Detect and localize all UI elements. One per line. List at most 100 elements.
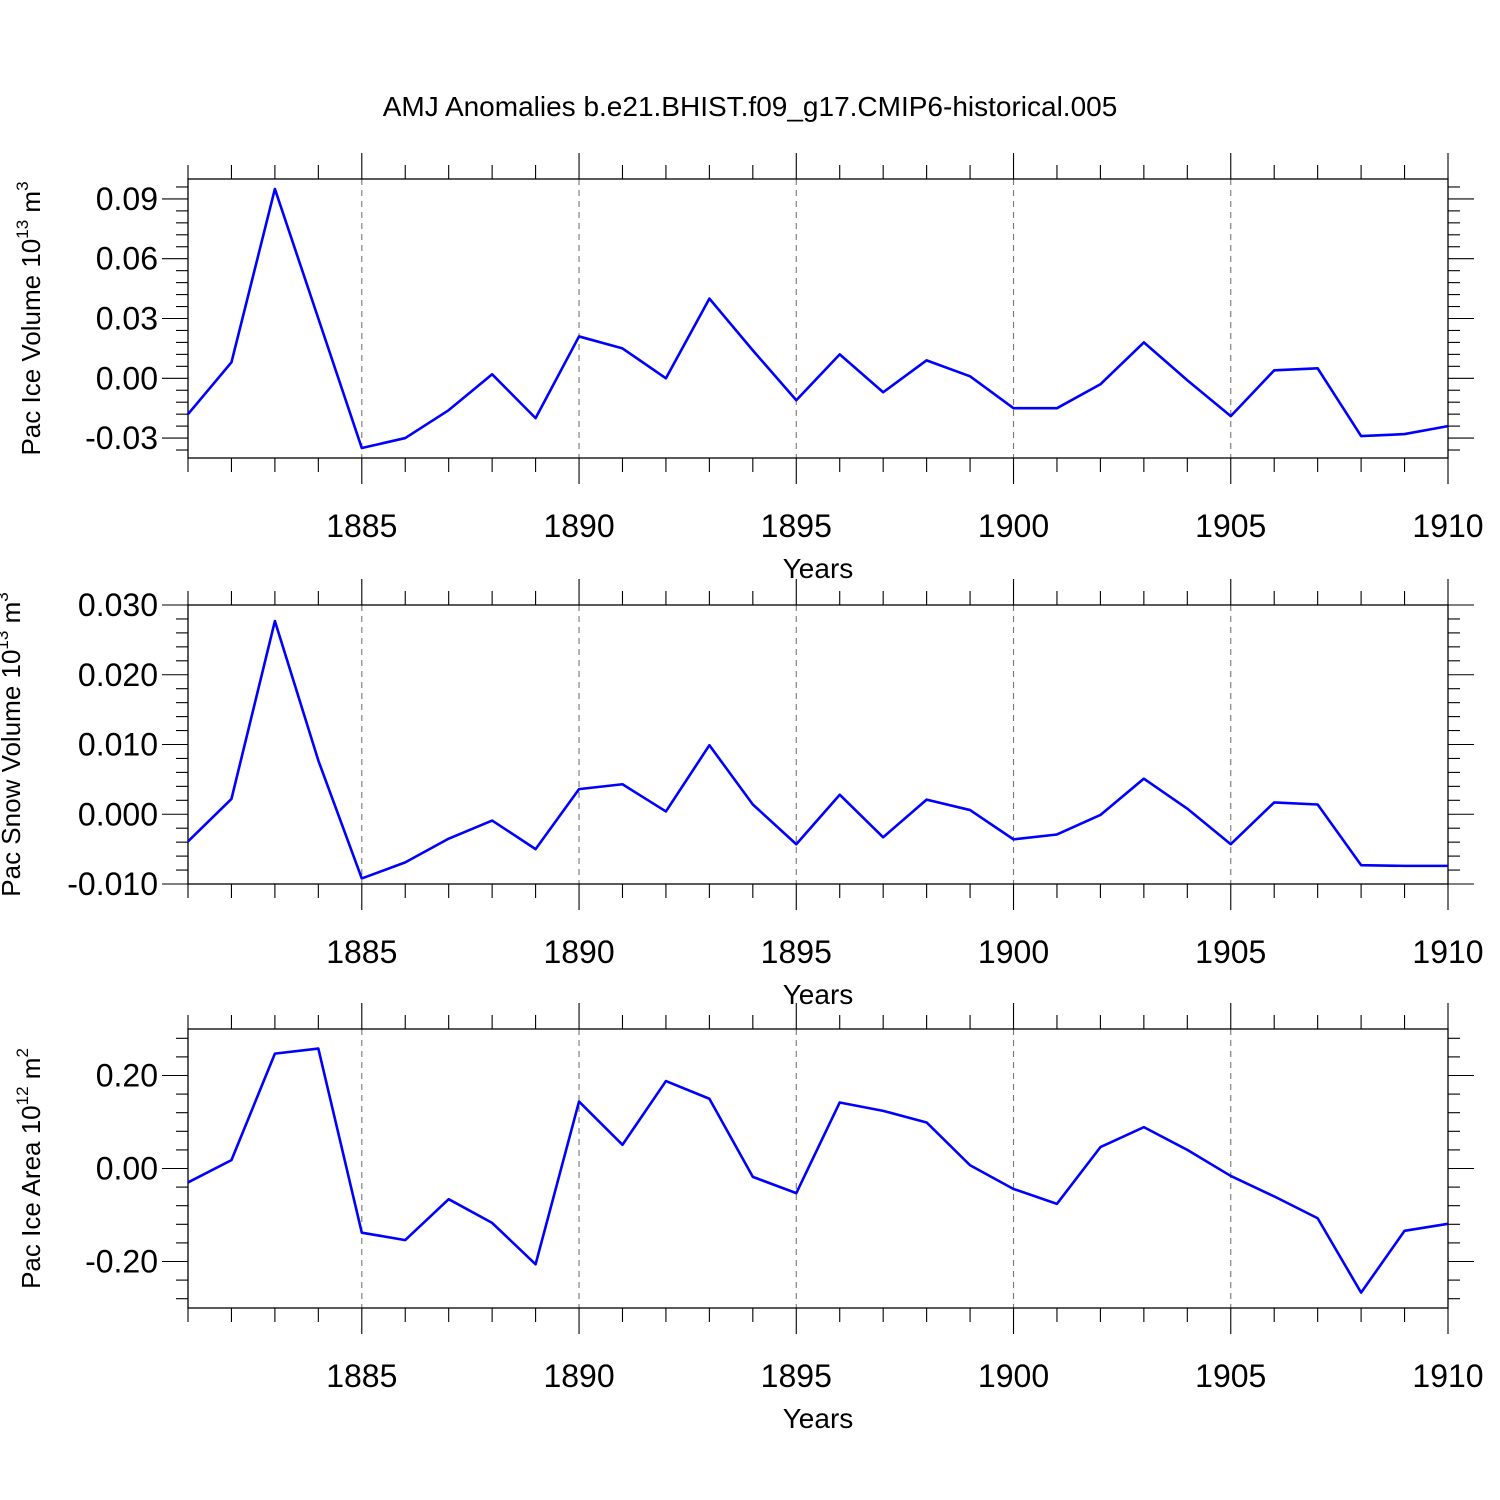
data-point: [403, 860, 407, 864]
data-point: [925, 1120, 929, 1124]
data-point: [1098, 1145, 1102, 1149]
data-point: [447, 1197, 451, 1201]
data-point: [1403, 432, 1407, 436]
data-point: [229, 797, 233, 801]
data-point: [186, 1180, 190, 1184]
y-tick-label: 0.020: [78, 657, 158, 693]
x-tick-label: 1905: [1195, 508, 1266, 544]
x-tick-label: 1900: [978, 934, 1049, 970]
data-point: [707, 297, 711, 301]
data-point: [534, 847, 538, 851]
data-point: [360, 876, 364, 880]
data-point: [186, 412, 190, 416]
x-tick-label: 1885: [326, 934, 397, 970]
y-axis-label: Pac Ice Area 1012 m2: [13, 1048, 46, 1289]
data-point: [794, 842, 798, 846]
data-point: [1012, 406, 1016, 410]
data-point: [794, 1191, 798, 1195]
x-tick-label: 1895: [761, 508, 832, 544]
data-point: [577, 334, 581, 338]
x-axis-label: Years: [783, 979, 854, 1010]
data-point: [447, 837, 451, 841]
y-axis-label: Pac Ice Volume 1013 m3: [13, 181, 46, 455]
data-point: [1185, 807, 1189, 811]
data-point: [968, 1163, 972, 1167]
x-tick-label: 1890: [543, 934, 614, 970]
data-point: [664, 1079, 668, 1083]
data-point: [273, 619, 277, 623]
data-point: [925, 358, 929, 362]
data-point: [1316, 802, 1320, 806]
data-point: [838, 793, 842, 797]
data-point: [1185, 1148, 1189, 1152]
data-point: [925, 798, 929, 802]
y-tick-label: 0.09: [96, 181, 158, 217]
data-point: [1229, 842, 1233, 846]
data-point: [1446, 424, 1450, 428]
data-point: [881, 835, 885, 839]
y-tick-label: 0.00: [96, 1151, 158, 1187]
data-point: [447, 408, 451, 412]
y-tick-label: 0.06: [96, 241, 158, 277]
series-line-ice-area: [187, 1047, 1449, 1294]
data-point: [707, 743, 711, 747]
y-tick-label: -0.20: [85, 1244, 158, 1280]
data-point: [360, 446, 364, 450]
x-tick-label: 1910: [1412, 934, 1483, 970]
data-point: [229, 360, 233, 364]
data-point: [1055, 1202, 1059, 1206]
x-tick-label: 1900: [978, 1358, 1049, 1394]
data-point: [403, 436, 407, 440]
x-tick-label: 1900: [978, 508, 1049, 544]
data-point: [794, 398, 798, 402]
panels: -0.03 0.00 0.03 0.06 0.09 1885 1890 1895 1900 190…: [0, 153, 1484, 1434]
data-point: [1012, 1187, 1016, 1191]
data-point: [1229, 414, 1233, 418]
data-point: [1229, 1174, 1233, 1178]
data-point: [1098, 382, 1102, 386]
data-point: [1098, 813, 1102, 817]
data-point: [534, 416, 538, 420]
data-point: [881, 1109, 885, 1113]
y-tick-label: 0.00: [96, 360, 158, 396]
data-point: [1359, 863, 1363, 867]
data-point: [577, 787, 581, 791]
data-point: [620, 1143, 624, 1147]
data-point: [490, 819, 494, 823]
x-tick-label: 1895: [761, 934, 832, 970]
data-point: [316, 1047, 320, 1051]
data-point: [838, 1100, 842, 1104]
y-tick-label: 0.010: [78, 727, 158, 763]
data-point: [1316, 366, 1320, 370]
x-tick-label: 1885: [326, 508, 397, 544]
panel-snow-volume: -0.010 0.000 0.010 0.020 0.030 1885 1890 1895 19…: [0, 579, 1484, 1010]
data-point: [1446, 864, 1450, 868]
data-point: [1359, 434, 1363, 438]
data-point: [1142, 1125, 1146, 1129]
series-line-ice-volume: [187, 187, 1449, 450]
x-tick-label: 1910: [1412, 1358, 1483, 1394]
x-tick-label: 1905: [1195, 1358, 1266, 1394]
data-point: [1185, 378, 1189, 382]
data-point: [229, 1158, 233, 1162]
chart-title: AMJ Anomalies b.e21.BHIST.f09_g17.CMIP6-…: [383, 91, 1118, 122]
data-point: [186, 839, 190, 843]
data-point: [620, 346, 624, 350]
data-point: [1272, 368, 1276, 372]
plot-frame: [187, 604, 1449, 885]
x-axis-label: Years: [783, 553, 854, 584]
y-tick-label: -0.010: [67, 866, 158, 902]
data-point: [751, 802, 755, 806]
data-point: [577, 1100, 581, 1104]
data-point: [1142, 340, 1146, 344]
data-point: [1055, 406, 1059, 410]
x-tick-label: 1890: [543, 1358, 614, 1394]
y-tick-label: 0.000: [78, 796, 158, 832]
data-point: [273, 1052, 277, 1056]
data-point: [664, 376, 668, 380]
data-point: [273, 187, 277, 191]
data-point: [968, 374, 972, 378]
data-point: [1359, 1291, 1363, 1295]
data-point: [1403, 1229, 1407, 1233]
